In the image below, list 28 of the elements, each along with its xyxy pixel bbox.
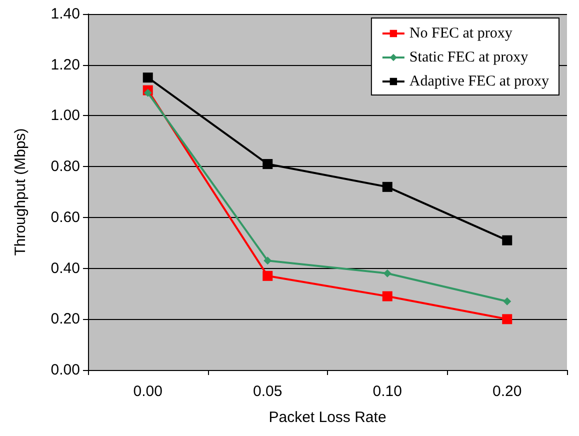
x-tick-label: 0.20 — [492, 383, 522, 400]
point — [264, 256, 272, 265]
y-tick-label: 1.00 — [50, 107, 80, 124]
point — [502, 314, 512, 324]
point — [502, 235, 512, 246]
point — [382, 291, 392, 302]
y-axis-title: Throughput (Mbps) — [12, 128, 29, 256]
point — [503, 297, 512, 306]
y-tick-label: 0.00 — [50, 362, 80, 378]
legend-label: Static FEC at proxy — [409, 50, 529, 66]
point — [262, 159, 273, 170]
x-axis-title: Packet Loss Rate — [268, 409, 386, 426]
point — [142, 72, 153, 83]
legend-label: No FEC at proxy — [409, 26, 513, 42]
y-tick-label: 1.20 — [50, 56, 80, 74]
x-tick-label: 0.05 — [253, 383, 282, 400]
y-tick-label: 0.60 — [50, 208, 80, 226]
x-tick-label: 0.10 — [372, 383, 402, 400]
y-tick-label: 0.80 — [50, 158, 80, 176]
point — [262, 270, 273, 281]
point — [383, 269, 392, 278]
legend-label: Adaptive FEC at proxy — [409, 74, 550, 90]
point — [144, 88, 152, 97]
point — [382, 182, 392, 192]
y-tick-label: 0.20 — [50, 310, 80, 328]
y-tick-label: 1.40 — [50, 6, 80, 22]
x-tick-label: 0.00 — [133, 383, 162, 400]
y-tick-label: 0.40 — [50, 260, 80, 277]
